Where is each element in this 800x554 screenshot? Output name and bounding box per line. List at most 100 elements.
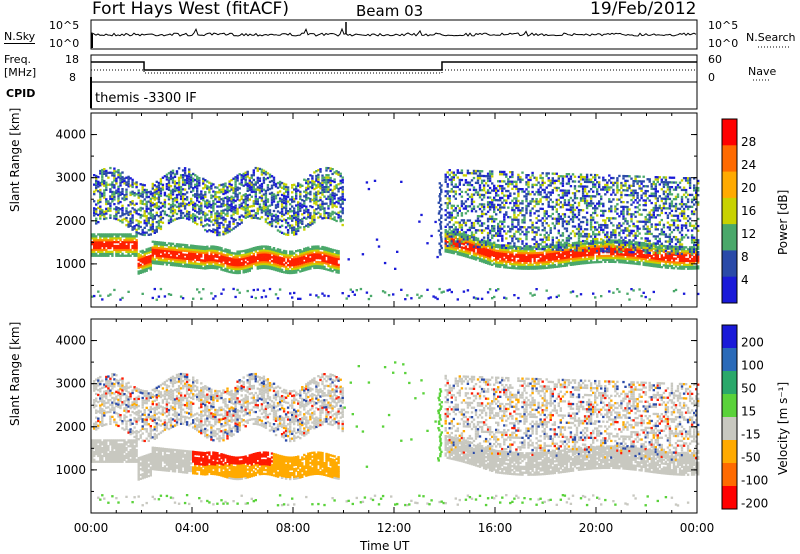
data-cell: [188, 265, 191, 268]
data-cell: [499, 211, 502, 214]
data-cell: [286, 254, 290, 257]
data-cell: [543, 210, 546, 213]
data-cell: [495, 199, 498, 202]
data-cell: [553, 182, 556, 185]
data-cell: [143, 266, 146, 269]
data-cell: [569, 218, 573, 221]
data-cell: [224, 229, 227, 233]
data-cell: [497, 253, 500, 256]
data-cell: [559, 246, 562, 249]
data-cell: [163, 205, 167, 209]
data-cell: [523, 255, 526, 259]
data-cell: [210, 187, 213, 190]
data-cell: [115, 215, 118, 218]
data-cell: [452, 173, 455, 177]
data-cell: [183, 214, 187, 217]
data-cell: [472, 172, 476, 175]
data-cell: [218, 217, 221, 220]
data-cell: [121, 221, 124, 224]
data-cell: [464, 245, 468, 248]
data-cell: [456, 238, 459, 241]
data-cell: [151, 258, 154, 261]
data-cell: [256, 167, 259, 170]
data-cell: [200, 253, 203, 256]
data-cell: [127, 178, 130, 181]
data-cell: [464, 249, 468, 252]
data-cell: [503, 220, 506, 223]
data-cell: [553, 217, 556, 220]
data-cell: [472, 251, 476, 255]
data-cell: [284, 200, 288, 203]
data-cell: [327, 186, 330, 189]
data-cell: [198, 179, 201, 182]
data-cell: [103, 215, 106, 218]
data-cell: [181, 169, 185, 172]
data-cell: [224, 269, 227, 272]
data-cell: [452, 185, 455, 188]
data-cell: [337, 187, 340, 191]
data-cell: [555, 198, 558, 201]
data-cell: [555, 222, 558, 225]
data-cell: [523, 253, 526, 257]
data-cell: [537, 247, 540, 251]
data-cell: [337, 211, 340, 214]
data-cell: [480, 174, 484, 178]
data-cell: [208, 247, 211, 250]
data-cell: [159, 257, 163, 260]
data-cell: [230, 265, 233, 268]
data-cell: [175, 182, 179, 185]
data-cell: [276, 297, 280, 300]
data-cell: [204, 249, 207, 253]
data-cell: [250, 174, 253, 177]
data-cell: [505, 182, 508, 186]
data-cell: [289, 260, 292, 263]
data-cell: [491, 244, 494, 247]
data-cell: [511, 251, 514, 254]
data-cell: [549, 227, 552, 230]
data-cell: [525, 204, 528, 208]
data-cell: [196, 196, 199, 200]
data-cell: [153, 250, 156, 253]
data-cell: [509, 227, 512, 231]
data-cell: [323, 212, 326, 215]
data-cell: [163, 249, 167, 252]
data-cell: [260, 199, 264, 202]
data-cell: [149, 228, 152, 231]
data-cell: [179, 262, 183, 266]
data-cell: [196, 256, 199, 260]
data-cell: [240, 197, 243, 201]
data-cell: [254, 200, 257, 203]
data-cell: [153, 246, 156, 249]
data-cell: [244, 204, 247, 208]
data-cell: [266, 217, 270, 220]
data-cell: [579, 197, 583, 200]
data-cell: [274, 266, 278, 270]
data-cell: [105, 254, 108, 257]
data-cell: [93, 193, 96, 196]
data-cell: [145, 203, 148, 206]
data-cell: [188, 215, 191, 219]
data-cell: [305, 224, 308, 227]
data-cell: [260, 266, 264, 270]
data-cell: [109, 239, 112, 242]
data-cell: [315, 203, 318, 206]
data-cell: [220, 202, 223, 206]
data-cell: [121, 178, 124, 181]
data-cell: [105, 207, 108, 210]
data-cell: [214, 228, 217, 232]
data-cell: [313, 245, 316, 248]
data-cell: [507, 249, 510, 252]
data-cell: [297, 189, 300, 192]
data-cell: [248, 188, 251, 192]
data-cell: [198, 264, 201, 268]
data-cell: [519, 251, 522, 255]
data-cell: [232, 222, 235, 225]
data-cell: [335, 251, 338, 254]
data-cell: [517, 259, 520, 262]
data-cell: [594, 183, 597, 186]
data-cell: [236, 195, 239, 199]
data-cell: [295, 250, 298, 253]
data-cell: [565, 229, 569, 233]
data-cell: [573, 234, 577, 238]
data-cell: [452, 240, 455, 243]
